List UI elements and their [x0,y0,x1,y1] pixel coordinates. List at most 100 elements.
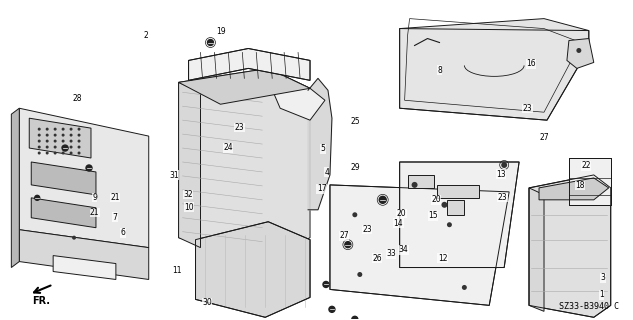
Circle shape [46,152,49,155]
Text: 7: 7 [113,213,117,222]
Text: 26: 26 [372,254,382,263]
Polygon shape [19,108,149,248]
Text: 4: 4 [324,168,329,177]
Polygon shape [268,68,325,120]
Circle shape [441,202,448,208]
Text: 23: 23 [498,193,507,202]
Circle shape [70,146,73,148]
Text: 21: 21 [90,208,99,217]
Polygon shape [399,19,589,120]
Polygon shape [539,178,609,200]
Circle shape [38,140,41,143]
Polygon shape [408,175,434,188]
Circle shape [208,40,213,45]
Polygon shape [179,68,310,260]
Circle shape [61,146,65,148]
Polygon shape [53,256,116,279]
Circle shape [77,140,80,143]
Circle shape [46,128,49,131]
Text: 19: 19 [216,28,225,36]
Circle shape [70,134,73,137]
Text: FR.: FR. [32,296,50,306]
Text: 1: 1 [599,290,604,299]
Circle shape [38,134,41,137]
Text: 33: 33 [386,250,396,259]
Circle shape [77,152,80,155]
Circle shape [35,195,40,200]
Circle shape [379,196,386,203]
Text: 23: 23 [362,225,372,234]
Polygon shape [31,198,96,228]
Text: 5: 5 [320,144,325,153]
Text: 29: 29 [351,164,360,172]
Polygon shape [189,49,310,80]
Circle shape [345,242,351,248]
Text: 11: 11 [172,266,181,276]
Text: 27: 27 [540,132,549,141]
Text: 13: 13 [496,170,506,179]
Circle shape [61,134,65,137]
Polygon shape [29,118,91,158]
Circle shape [77,134,80,137]
Circle shape [70,140,73,143]
Text: 22: 22 [582,161,591,170]
Text: 12: 12 [438,254,448,263]
Text: 24: 24 [223,143,233,152]
Polygon shape [399,162,519,268]
Polygon shape [179,68,310,104]
Polygon shape [196,222,310,317]
Circle shape [352,316,358,320]
Circle shape [86,165,92,171]
Circle shape [54,140,56,143]
Circle shape [46,140,49,143]
Circle shape [329,306,335,312]
Circle shape [61,140,65,143]
Text: 23: 23 [523,104,532,113]
Polygon shape [308,78,332,210]
Polygon shape [437,185,479,198]
Circle shape [577,48,581,53]
Text: SZ33-B3940 C: SZ33-B3940 C [559,302,618,311]
Polygon shape [529,188,544,311]
Circle shape [38,128,41,131]
Polygon shape [330,185,509,305]
Circle shape [38,152,41,155]
Text: 23: 23 [235,123,244,132]
Circle shape [462,285,467,290]
Text: 28: 28 [72,94,82,103]
Circle shape [70,152,73,155]
Text: 2: 2 [144,31,149,40]
Circle shape [72,236,76,240]
Circle shape [447,222,452,227]
Circle shape [70,128,73,131]
Circle shape [54,146,56,148]
Circle shape [353,212,357,217]
Circle shape [38,146,41,148]
Text: 16: 16 [526,59,536,68]
Text: 25: 25 [351,116,360,126]
Polygon shape [19,230,149,279]
Text: 31: 31 [169,171,179,180]
Circle shape [77,128,80,131]
Circle shape [46,146,49,148]
Circle shape [77,146,80,148]
Text: 10: 10 [184,203,194,212]
Text: 15: 15 [429,211,438,220]
Text: 8: 8 [437,66,442,75]
Text: 3: 3 [601,273,606,282]
Circle shape [54,128,56,131]
Polygon shape [569,158,611,205]
Text: 20: 20 [432,195,441,204]
Text: 32: 32 [183,190,192,199]
Text: 21: 21 [110,193,120,202]
Text: 6: 6 [120,228,125,237]
Circle shape [54,134,56,137]
Text: 27: 27 [339,231,349,240]
Polygon shape [11,108,19,268]
Circle shape [323,282,329,287]
Circle shape [411,182,418,188]
Text: 30: 30 [202,298,211,307]
Text: 20: 20 [397,209,406,218]
Text: 34: 34 [399,245,408,254]
Polygon shape [529,175,611,317]
